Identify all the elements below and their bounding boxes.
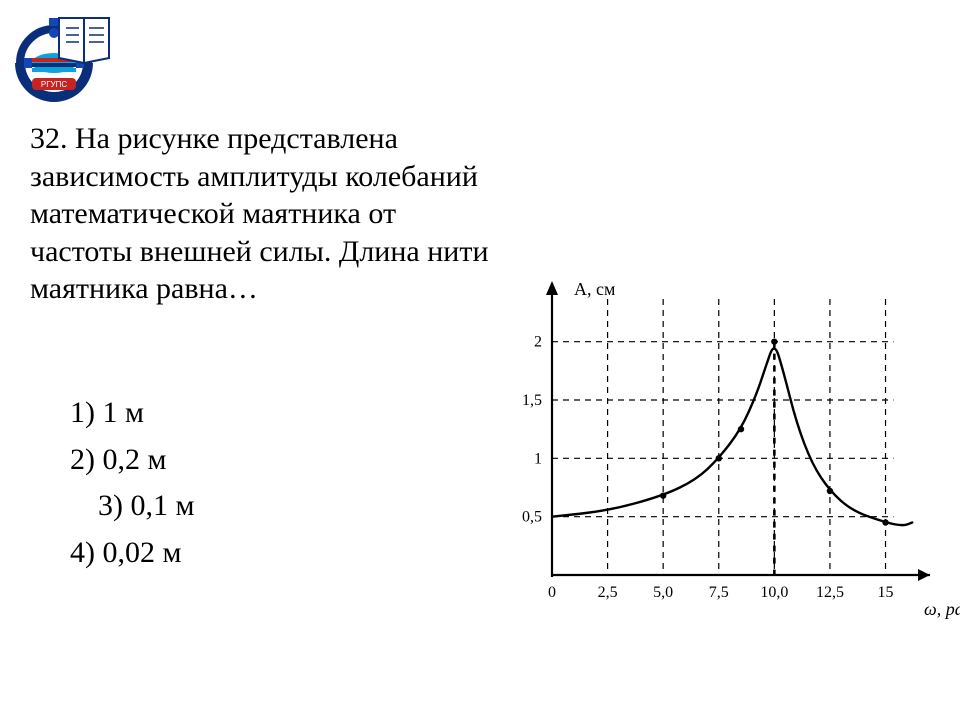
question-text: 32. На рисунке представлена зависимость … — [30, 120, 500, 308]
svg-text:7,5: 7,5 — [709, 584, 729, 601]
svg-text:1: 1 — [534, 450, 542, 467]
answer-2: 2) 0,2 м — [70, 437, 194, 484]
answer-3: 3) 0,1 м — [70, 483, 194, 530]
svg-text:0: 0 — [548, 584, 556, 601]
svg-text:10,0: 10,0 — [760, 584, 788, 601]
resonance-chart: 0 2,5 5,0 7,5 10,0 12,5 15 0,5 1 1,5 2 А, см ω, рад/ — [490, 275, 960, 635]
svg-text:РГУПС: РГУПС — [41, 80, 68, 89]
svg-text:ω, рад/: ω, рад/ — [924, 599, 960, 619]
question-number: 32. — [30, 122, 68, 155]
svg-text:12,5: 12,5 — [816, 584, 844, 601]
answer-options: 1) 1 м 2) 0,2 м 3) 0,1 м 4) 0,02 м — [70, 390, 194, 576]
svg-text:1,5: 1,5 — [522, 392, 542, 409]
answer-4: 4) 0,02 м — [70, 530, 194, 577]
answer-1: 1) 1 м — [70, 390, 194, 437]
svg-text:А, см: А, см — [574, 279, 615, 299]
question-body: На рисунке представлена зависимость ампл… — [30, 122, 489, 305]
svg-text:2: 2 — [534, 334, 542, 351]
svg-text:5,0: 5,0 — [653, 584, 673, 601]
institution-logo: РГУПС — [14, 8, 124, 108]
svg-text:0,5: 0,5 — [522, 509, 542, 526]
svg-text:15: 15 — [878, 584, 894, 601]
svg-text:2,5: 2,5 — [598, 584, 618, 601]
